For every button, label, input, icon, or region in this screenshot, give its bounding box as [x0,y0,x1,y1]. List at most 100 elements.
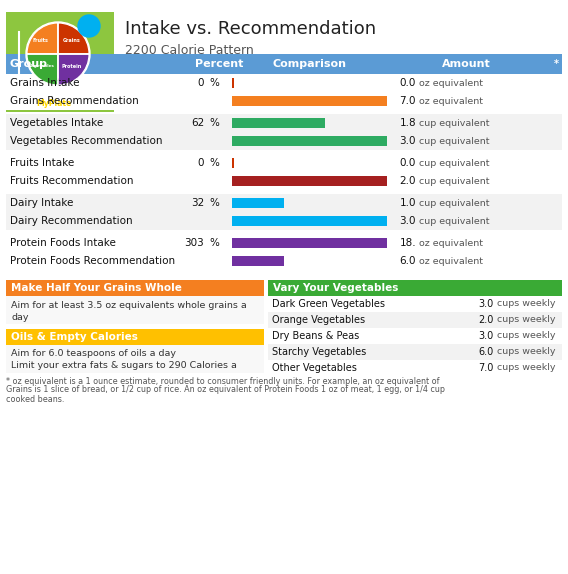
Text: Dark Green Vegetables: Dark Green Vegetables [272,299,385,309]
Text: Grains is 1 slice of bread, or 1/2 cup of rice. An oz equivalent of Protein Food: Grains is 1 slice of bread, or 1/2 cup o… [6,386,445,394]
Bar [268,312,562,328]
Text: Dry Beans & Peas: Dry Beans & Peas [272,331,359,341]
Text: oz equivalent: oz equivalent [419,96,483,106]
Text: Fruits Intake: Fruits Intake [10,158,74,168]
Bar [232,158,234,168]
Text: cups weekly: cups weekly [497,363,556,373]
Bar [232,255,283,266]
Text: 2.0: 2.0 [479,315,494,325]
Text: 7.0: 7.0 [399,96,416,106]
Text: Grains Recommendation: Grains Recommendation [10,96,139,106]
Text: Starchy Vegetables: Starchy Vegetables [272,347,366,357]
Text: Other Vegetables: Other Vegetables [272,363,357,373]
Text: 0.0: 0.0 [400,78,416,88]
Bar [6,114,562,132]
Text: cup equivalent: cup equivalent [419,137,490,145]
Bar [6,296,264,324]
Text: Grains Intake: Grains Intake [10,78,80,88]
Text: cup equivalent: cup equivalent [419,199,490,207]
Text: Fruits Recommendation: Fruits Recommendation [10,176,133,186]
Text: 3.0: 3.0 [399,216,416,226]
Bar [6,74,562,92]
Text: 2.0: 2.0 [399,176,416,186]
Text: Orange Vegetables: Orange Vegetables [272,315,365,325]
Text: cup equivalent: cup equivalent [419,158,490,168]
Text: oz equivalent: oz equivalent [419,79,483,87]
Text: Oils & Empty Calories: Oils & Empty Calories [11,332,138,342]
Bar [6,252,562,270]
Text: Dairy Intake: Dairy Intake [10,198,73,208]
Text: 1.8: 1.8 [399,118,416,128]
Bar [268,344,562,360]
Bar [6,345,264,373]
Text: Make Half Your Grains Whole: Make Half Your Grains Whole [11,283,182,293]
Wedge shape [58,23,89,54]
Bar [6,92,562,110]
Text: *: * [554,59,559,69]
Bar [6,194,562,212]
Text: Protein: Protein [62,64,82,68]
Text: Comparison: Comparison [273,59,346,69]
Text: Amount: Amount [442,59,490,69]
Text: 32: 32 [191,198,204,208]
Text: 3.0: 3.0 [479,299,494,309]
Text: Dairy: Dairy [83,24,95,28]
Text: %: % [209,198,219,208]
Text: Fruits: Fruits [32,37,48,42]
Text: cup equivalent: cup equivalent [419,118,490,127]
Text: 0: 0 [198,78,204,88]
Bar [6,154,562,172]
Text: 7.0: 7.0 [479,363,494,373]
Text: Group: Group [10,59,48,69]
Text: Vary Your Vegetables: Vary Your Vegetables [273,283,398,293]
Bar [232,197,283,208]
Text: cup equivalent: cup equivalent [419,176,490,185]
Text: cups weekly: cups weekly [497,300,556,308]
Bar [6,234,562,252]
Text: Choose: Choose [10,99,38,108]
Text: 3.0: 3.0 [399,136,416,146]
Bar [6,54,562,74]
Text: 0.0: 0.0 [400,158,416,168]
Text: cup equivalent: cup equivalent [419,216,490,226]
Text: oz equivalent: oz equivalent [419,239,483,247]
Text: MyPlate: MyPlate [36,99,71,108]
Text: Vegetables Intake: Vegetables Intake [10,118,103,128]
Text: cups weekly: cups weekly [497,316,556,324]
Bar [232,118,325,129]
Bar [6,212,562,230]
Text: 18.: 18. [399,238,416,248]
Wedge shape [27,23,58,54]
Text: Intake vs. Recommendation: Intake vs. Recommendation [125,20,376,38]
Bar [232,238,387,249]
Text: %: % [209,158,219,168]
Bar [268,360,562,376]
Bar [6,132,562,150]
Bar [232,216,387,226]
Text: 2200 Calorie Pattern: 2200 Calorie Pattern [125,45,254,57]
Text: Grains: Grains [63,37,81,42]
Text: cups weekly: cups weekly [497,347,556,356]
Bar [6,172,562,190]
Bar [268,296,562,312]
Text: 1.0: 1.0 [399,198,416,208]
Circle shape [26,22,90,86]
Bar [268,280,562,296]
Text: .gov: .gov [78,99,94,108]
Text: cups weekly: cups weekly [497,332,556,340]
Text: %: % [209,78,219,88]
Bar [6,280,264,296]
Bar [232,96,387,106]
Bar [232,176,387,187]
Bar [6,12,114,112]
Text: Protein Foods Recommendation: Protein Foods Recommendation [10,256,175,266]
Text: 6.0: 6.0 [399,256,416,266]
Text: * oz equivalent is a 1 ounce estimate, rounded to consumer friendly units. For e: * oz equivalent is a 1 ounce estimate, r… [6,377,440,386]
Text: Protein Foods Intake: Protein Foods Intake [10,238,116,248]
Text: %: % [209,118,219,128]
Bar [268,328,562,344]
Text: %: % [209,238,219,248]
Text: 6.0: 6.0 [479,347,494,357]
Text: Dairy Recommendation: Dairy Recommendation [10,216,132,226]
Text: 0: 0 [198,158,204,168]
